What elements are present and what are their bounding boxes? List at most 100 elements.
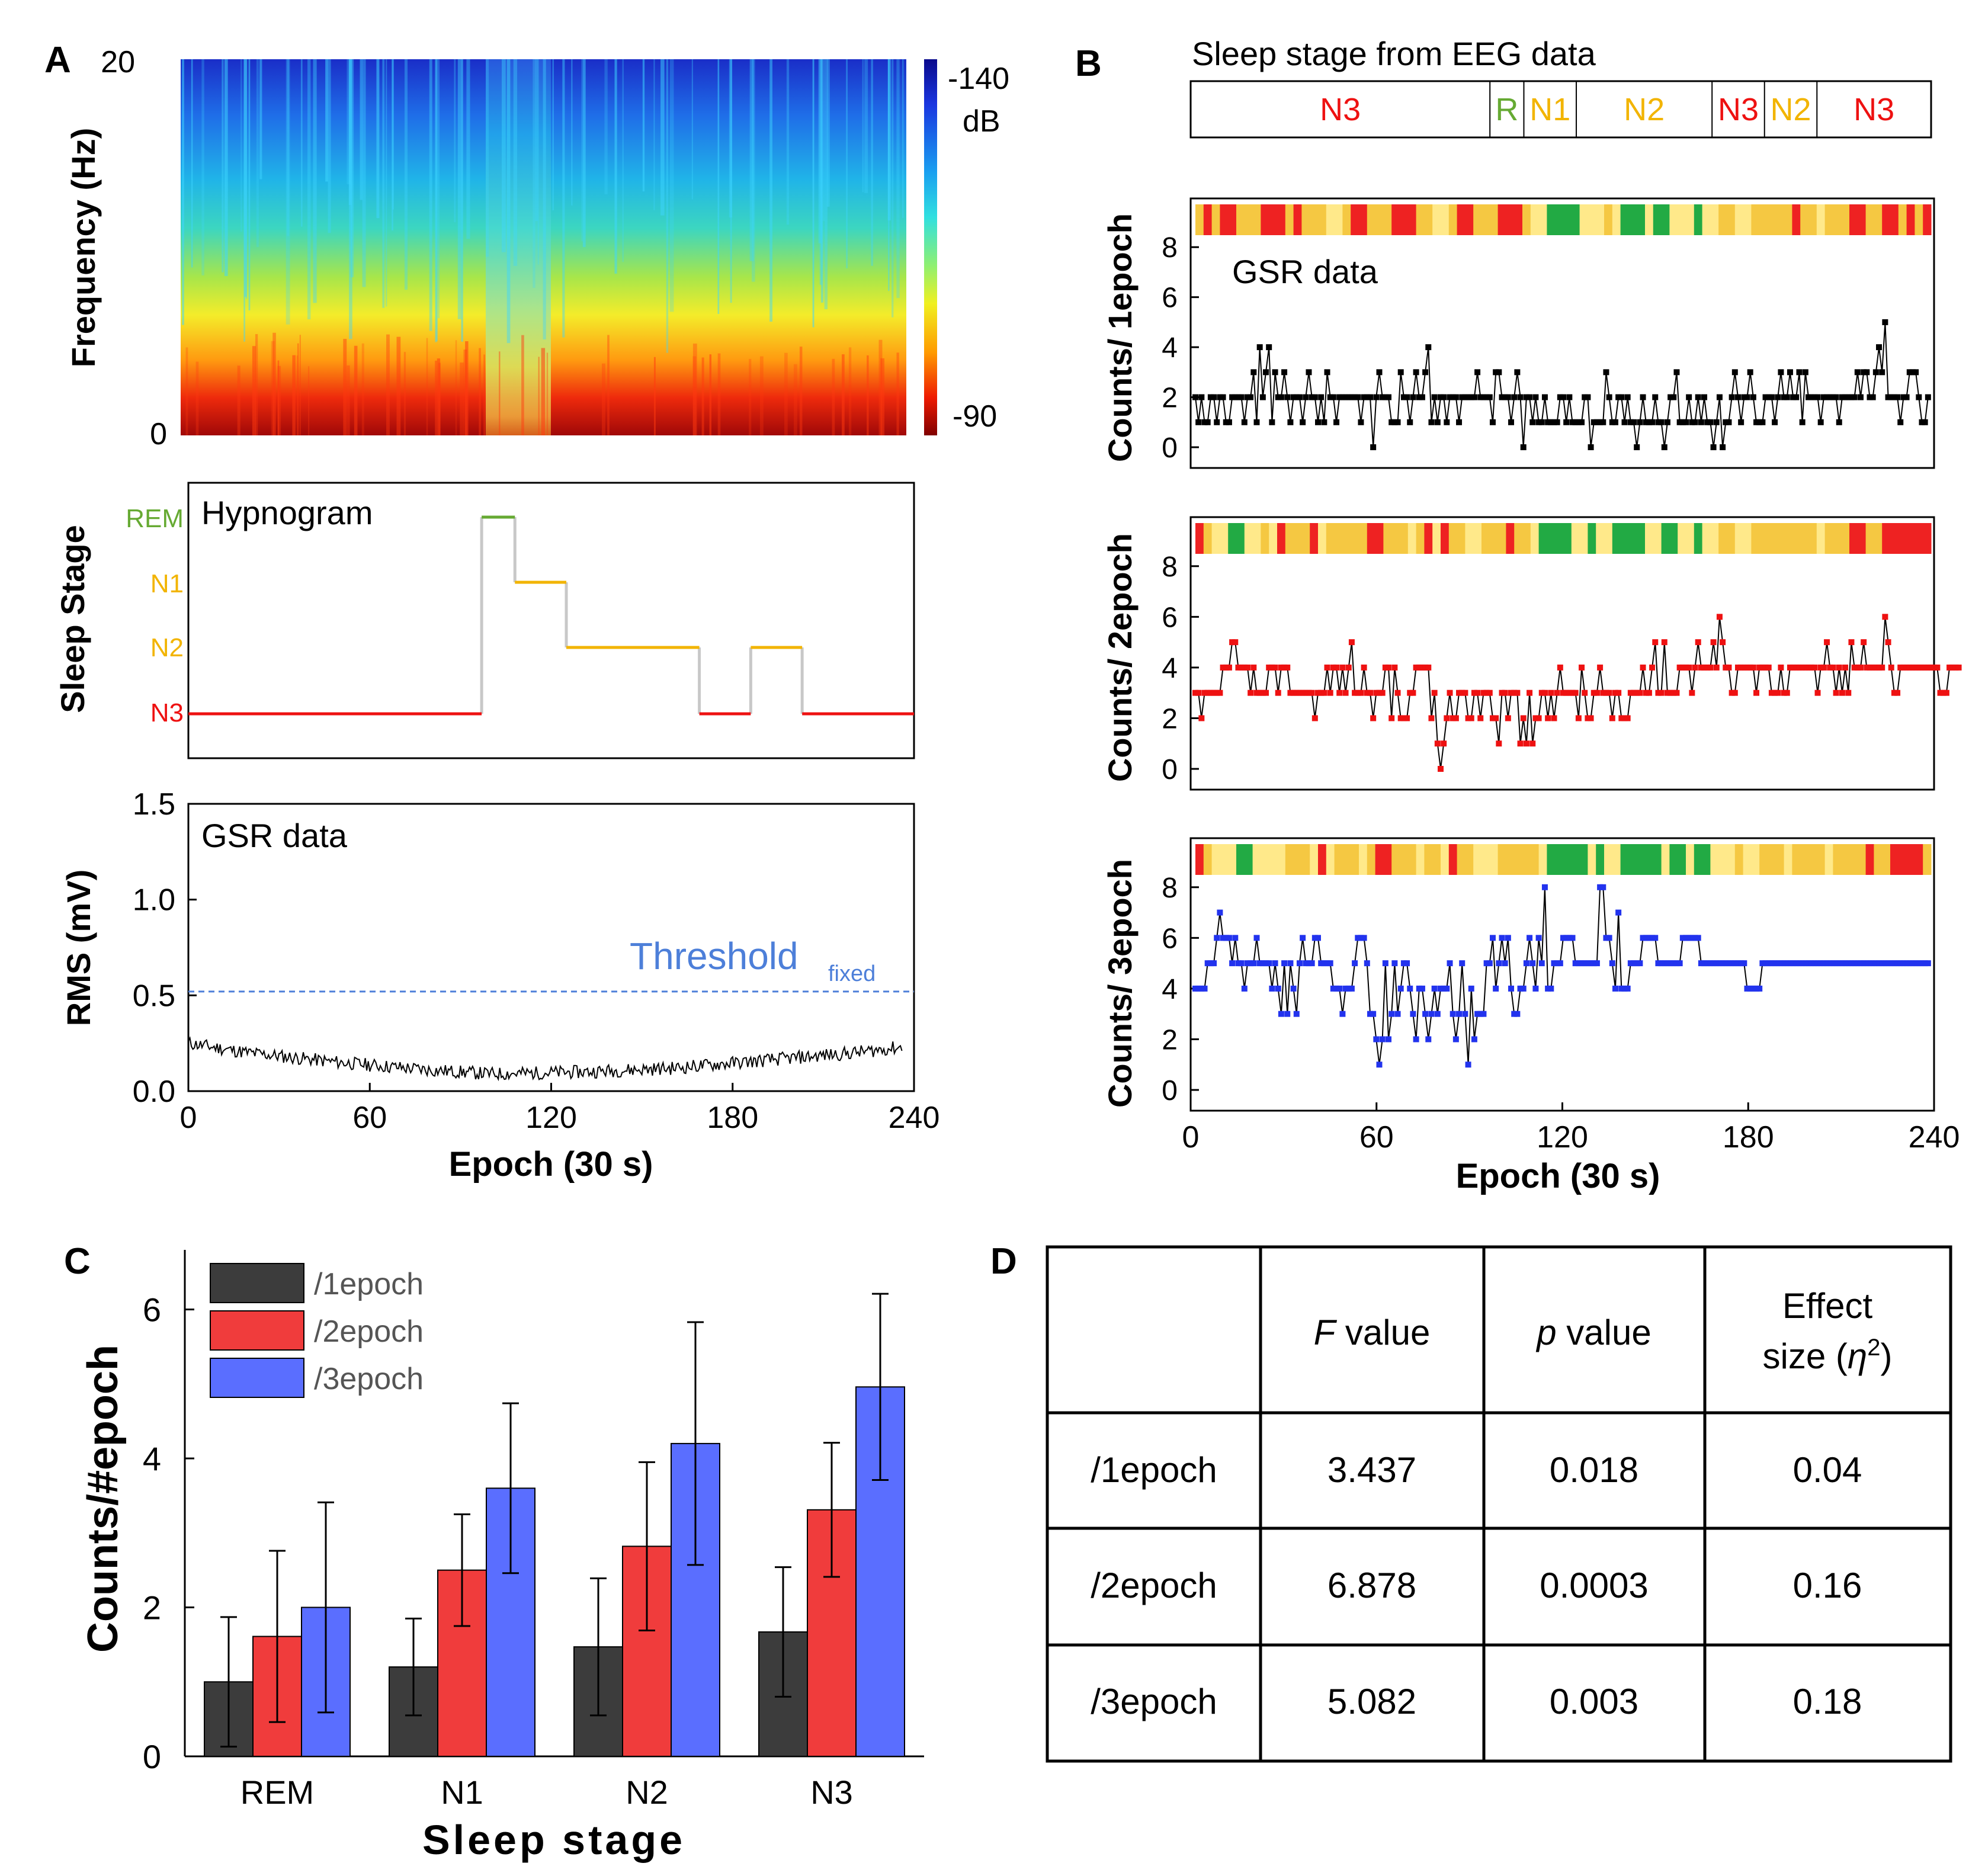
heatstrip-cell bbox=[1637, 844, 1646, 875]
count-point bbox=[1290, 394, 1297, 400]
count-point bbox=[1330, 394, 1336, 400]
stats-table: F value p value Effect size (η2) /1epoch… bbox=[1046, 1245, 1952, 1763]
count-point bbox=[1772, 960, 1778, 967]
count-point bbox=[1808, 394, 1815, 400]
heatstrip-cell bbox=[1718, 523, 1727, 554]
count-point bbox=[1471, 1036, 1477, 1043]
count-point bbox=[1545, 985, 1551, 992]
spectrogram-streak bbox=[832, 358, 835, 435]
count-point bbox=[1358, 690, 1364, 696]
heatstrip-cell bbox=[1571, 523, 1580, 554]
count-point bbox=[1698, 419, 1704, 425]
count-point bbox=[1296, 394, 1303, 400]
count-point bbox=[1882, 960, 1888, 967]
legend-label-3epoch: /3epoch bbox=[314, 1362, 424, 1396]
spectrogram-streak bbox=[799, 347, 803, 435]
count-point bbox=[1431, 985, 1438, 992]
count-point bbox=[1241, 664, 1248, 671]
count-point bbox=[1404, 960, 1410, 967]
count-point bbox=[1373, 1036, 1380, 1043]
counts3-ylabel: Counts/ 3epoch bbox=[1101, 859, 1139, 1108]
heatstrip-cell bbox=[1407, 204, 1417, 235]
heatstrip-cell bbox=[1694, 844, 1703, 875]
table-header-p: p value bbox=[1535, 1313, 1651, 1352]
count-point bbox=[1845, 690, 1852, 696]
spectrogram-streak bbox=[602, 363, 605, 435]
count-point bbox=[1833, 690, 1839, 696]
count-point bbox=[1569, 690, 1576, 696]
count-point bbox=[1618, 985, 1625, 992]
spectrogram-streak bbox=[669, 59, 674, 312]
count-point bbox=[1284, 664, 1291, 671]
count-point bbox=[1640, 664, 1646, 671]
count-point bbox=[1811, 960, 1818, 967]
heatstrip-cell bbox=[1751, 523, 1760, 554]
heatstrip-cell bbox=[1448, 204, 1458, 235]
bar-legend: /1epoch /2epoch /3epoch bbox=[210, 1263, 424, 1398]
counts3-frame bbox=[1189, 837, 1935, 1112]
count-point bbox=[1741, 960, 1747, 967]
count-point bbox=[1679, 664, 1686, 671]
count-point bbox=[1772, 690, 1778, 696]
spectrogram-streak bbox=[362, 59, 366, 287]
spectrogram-streak bbox=[692, 356, 697, 435]
count-point bbox=[1296, 960, 1303, 967]
count-point bbox=[1486, 394, 1493, 400]
count-point bbox=[1637, 960, 1643, 967]
heatstrip-cell bbox=[1768, 523, 1776, 554]
heatstrip-cell bbox=[1441, 844, 1450, 875]
count-point bbox=[1342, 690, 1349, 696]
count-point bbox=[1373, 394, 1380, 400]
count-point bbox=[1309, 394, 1315, 400]
eeg-stage-frame bbox=[1189, 80, 1932, 139]
count-point bbox=[1726, 960, 1732, 967]
count-point bbox=[1551, 419, 1557, 425]
count-point bbox=[1734, 664, 1741, 671]
count-point bbox=[1833, 960, 1839, 967]
count-point bbox=[1903, 960, 1910, 967]
heatstrip-cell bbox=[1293, 204, 1302, 235]
heatstrip-cell bbox=[1824, 523, 1833, 554]
count-point bbox=[1796, 369, 1803, 376]
spectrogram-streak bbox=[277, 360, 280, 435]
heatstrip-cell bbox=[1465, 523, 1474, 554]
count-point bbox=[1198, 715, 1205, 721]
count-point bbox=[1468, 985, 1474, 992]
heatstrip-cell bbox=[1432, 523, 1441, 554]
count-point bbox=[1318, 394, 1325, 400]
spectrogram-streak bbox=[642, 59, 645, 192]
count-point bbox=[1885, 394, 1891, 400]
count-point bbox=[1811, 664, 1818, 671]
spectrogram-streak bbox=[752, 59, 755, 282]
count-point bbox=[1348, 985, 1355, 992]
count-point bbox=[1232, 639, 1239, 646]
heatstrip-cell bbox=[1743, 204, 1752, 235]
count-point bbox=[1692, 935, 1698, 941]
rms-ylabel: RMS (mV) bbox=[60, 870, 97, 1026]
heatstrip-cell bbox=[1710, 523, 1719, 554]
heatstrip-cell bbox=[1457, 844, 1465, 875]
count-point bbox=[1872, 664, 1879, 671]
count-point bbox=[1554, 419, 1560, 425]
heatstrip-cell bbox=[1653, 523, 1662, 554]
heatstrip-cell bbox=[1195, 844, 1204, 875]
count-point bbox=[1441, 740, 1447, 747]
heatstrip-cell bbox=[1236, 844, 1245, 875]
count-point bbox=[1787, 664, 1793, 671]
count-point bbox=[1585, 960, 1591, 967]
spectrogram-streak bbox=[256, 59, 259, 248]
count-point bbox=[1352, 690, 1358, 696]
count-point bbox=[1413, 664, 1419, 671]
count-point bbox=[1263, 960, 1269, 967]
heatstrip-cell bbox=[1514, 844, 1523, 875]
ytick-label: 6 bbox=[1162, 602, 1178, 633]
hypnogram-title: Hypnogram bbox=[201, 494, 373, 531]
count-point bbox=[1306, 369, 1312, 376]
legend-label-2epoch: /2epoch bbox=[314, 1314, 424, 1349]
count-point bbox=[1830, 394, 1836, 400]
count-point bbox=[1330, 985, 1336, 992]
count-point bbox=[1790, 960, 1797, 967]
count-point bbox=[1615, 394, 1622, 400]
count-point bbox=[1579, 419, 1585, 425]
count-point bbox=[1284, 394, 1291, 400]
